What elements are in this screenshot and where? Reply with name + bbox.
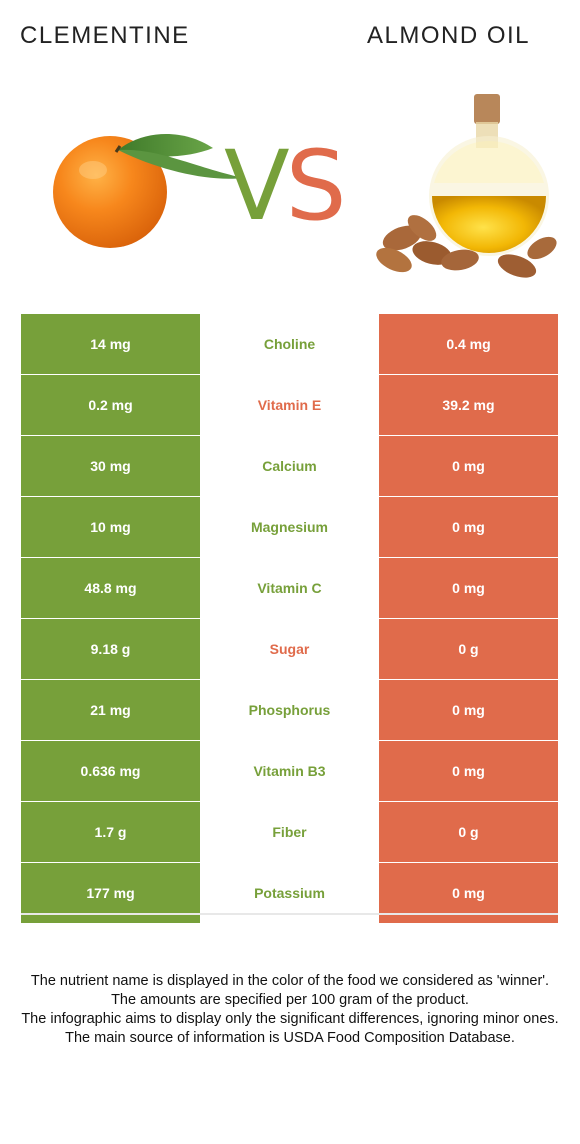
table-row: 14 mg Choline 0.4 mg xyxy=(21,314,558,375)
nutrient-name: Sugar xyxy=(200,619,379,679)
left-value: 0.636 mg xyxy=(21,741,200,801)
right-value: 0 g xyxy=(379,619,558,679)
left-value: 0.2 mg xyxy=(21,375,200,435)
right-value: 39.2 mg xyxy=(379,375,558,435)
right-value: 0 mg xyxy=(379,436,558,496)
table-row: 9.18 g Sugar 0 g xyxy=(21,619,558,680)
left-value: 10 mg xyxy=(21,497,200,557)
footer-line-2: The amounts are specified per 100 gram o… xyxy=(111,992,469,1008)
nutrient-name: Fiber xyxy=(200,802,379,862)
nutrient-name: Calcium xyxy=(200,436,379,496)
left-value: 30 mg xyxy=(21,436,200,496)
clementine-image xyxy=(48,120,248,260)
table-row: 21 mg Phosphorus 0 mg xyxy=(21,680,558,741)
left-value: 21 mg xyxy=(21,680,200,740)
left-value: 48.8 mg xyxy=(21,558,200,618)
left-food-title: CLEMENTINE xyxy=(20,22,190,49)
nutrient-name: Choline xyxy=(200,314,379,374)
nutrient-name: Vitamin C xyxy=(200,558,379,618)
table-row: 10 mg Magnesium 0 mg xyxy=(21,497,558,558)
nutrient-name: Magnesium xyxy=(200,497,379,557)
right-value: 0 mg xyxy=(379,558,558,618)
left-value: 14 mg xyxy=(21,314,200,374)
vs-label: VS xyxy=(224,138,347,234)
almond-oil-image xyxy=(372,88,558,294)
table-row: 1.7 g Fiber 0 g xyxy=(21,802,558,863)
right-value: 0 mg xyxy=(379,497,558,557)
footer-notes: The nutrient name is displayed in the co… xyxy=(10,972,570,1048)
table-row: 0.2 mg Vitamin E 39.2 mg xyxy=(21,375,558,436)
table-row: 0.636 mg Vitamin B3 0 mg xyxy=(21,741,558,802)
right-value: 0 mg xyxy=(379,741,558,801)
right-value: 0 g xyxy=(379,802,558,862)
right-food-title: ALMOND OIL xyxy=(366,22,530,49)
nutrient-name: Phosphorus xyxy=(200,680,379,740)
footer-line-3: The infographic aims to display only the… xyxy=(21,1011,559,1027)
right-value: 0 mg xyxy=(379,680,558,740)
table-row: 30 mg Calcium 0 mg xyxy=(21,436,558,497)
vs-v: V xyxy=(224,130,290,242)
footer-line-1: The nutrient name is displayed in the co… xyxy=(30,973,550,989)
nutrient-name: Vitamin B3 xyxy=(200,741,379,801)
left-value: 9.18 g xyxy=(21,619,200,679)
comparison-table: 14 mg Choline 0.4 mg 0.2 mg Vitamin E 39.2 mg… xyxy=(21,314,558,923)
nutrient-name: Vitamin E xyxy=(200,375,379,435)
footer-line-4: The main source of information is USDA F… xyxy=(65,1030,515,1046)
table-bottom-border xyxy=(21,913,558,915)
left-value: 1.7 g xyxy=(21,802,200,862)
right-value: 0.4 mg xyxy=(379,314,558,374)
vs-s: S xyxy=(285,130,347,242)
